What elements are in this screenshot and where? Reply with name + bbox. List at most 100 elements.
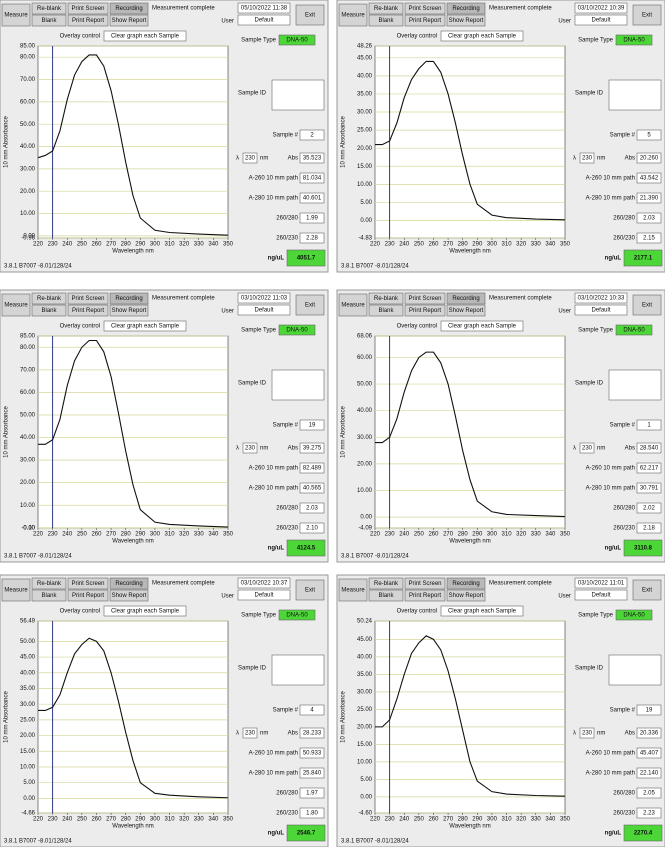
print-screen-button[interactable]: Print Screen — [71, 296, 104, 302]
overlay-dropdown[interactable]: Clear graph each Sample — [448, 609, 517, 615]
x-tick-label: 250 — [77, 242, 88, 248]
show-report-button[interactable]: Show Report — [112, 593, 147, 599]
lambda-value: 230 — [582, 156, 593, 162]
reblank-button[interactable]: Re-blank — [37, 6, 62, 12]
print-report-button[interactable]: Print Report — [72, 308, 104, 314]
x-tick-label: 310 — [165, 242, 176, 248]
measure-button[interactable]: Measure — [4, 13, 28, 19]
reblank-button[interactable]: Re-blank — [37, 581, 62, 587]
nm-label: nm — [597, 446, 605, 452]
blank-button[interactable]: Blank — [41, 18, 57, 24]
a280-value: 22.140 — [640, 771, 659, 777]
show-report-button[interactable]: Show Report — [449, 308, 484, 314]
lambda-label: λ — [236, 156, 239, 162]
overlay-label: Overlay control — [397, 34, 437, 40]
show-report-button[interactable]: Show Report — [449, 18, 484, 24]
show-report-button[interactable]: Show Report — [112, 18, 147, 24]
a260-label: A-260 10 mm path — [249, 176, 298, 182]
a280-value: 30.791 — [640, 486, 659, 492]
y-tick-label: 40.00 — [20, 144, 36, 150]
overlay-dropdown[interactable]: Clear graph each Sample — [111, 34, 180, 40]
y-tick-label: 45.00 — [357, 55, 373, 61]
x-tick-label: 280 — [121, 817, 132, 823]
blank-button[interactable]: Blank — [378, 593, 394, 599]
measure-button[interactable]: Measure — [341, 303, 365, 309]
measure-button[interactable]: Measure — [4, 588, 28, 594]
r230-label: 260/230 — [613, 526, 635, 532]
recording-button[interactable]: Recording — [452, 6, 479, 12]
x-tick-label: 340 — [208, 532, 219, 538]
lambda-label: λ — [573, 156, 576, 162]
x-tick-label: 270 — [443, 242, 454, 248]
show-report-button[interactable]: Show Report — [449, 593, 484, 599]
recording-button[interactable]: Recording — [452, 581, 479, 587]
measure-button[interactable]: Measure — [4, 303, 28, 309]
sample-type-label: Sample Type — [578, 328, 614, 334]
print-report-button[interactable]: Print Report — [72, 593, 104, 599]
r230-label: 260/230 — [276, 811, 298, 817]
reblank-button[interactable]: Re-blank — [37, 296, 62, 302]
x-tick-label: 250 — [414, 532, 425, 538]
sample-type[interactable]: DNA-50 — [623, 613, 645, 619]
panel: Measure Re-blank Blank Print Screen Print Re… — [337, 0, 665, 272]
sample-type[interactable]: DNA-50 — [286, 328, 308, 334]
blank-button[interactable]: Blank — [378, 308, 394, 314]
x-tick-label: 260 — [91, 242, 102, 248]
abs-label: Abs — [625, 446, 635, 452]
recording-button[interactable]: Recording — [115, 296, 142, 302]
recording-button[interactable]: Recording — [115, 6, 142, 12]
print-screen-button[interactable]: Print Screen — [408, 581, 441, 587]
measure-button[interactable]: Measure — [341, 588, 365, 594]
recording-button[interactable]: Recording — [452, 296, 479, 302]
date: 05/10/2022 11:38 — [241, 6, 288, 12]
overlay-dropdown[interactable]: Clear graph each Sample — [111, 609, 180, 615]
exit-button[interactable]: Exit — [642, 588, 652, 594]
overlay-dropdown[interactable]: Clear graph each Sample — [448, 324, 517, 330]
sample-no: 19 — [309, 423, 316, 429]
measure-button[interactable]: Measure — [341, 13, 365, 19]
overlay-dropdown[interactable]: Clear graph each Sample — [111, 324, 180, 330]
print-screen-button[interactable]: Print Screen — [71, 581, 104, 587]
print-report-button[interactable]: Print Report — [72, 18, 104, 24]
blank-button[interactable]: Blank — [378, 18, 394, 24]
x-tick-label: 290 — [135, 817, 146, 823]
y-tick-label: 80.00 — [20, 55, 36, 61]
print-screen-button[interactable]: Print Screen — [71, 6, 104, 12]
sample-type-label: Sample Type — [241, 38, 277, 44]
exit-button[interactable]: Exit — [305, 13, 315, 19]
y-tick-label: 30.00 — [357, 110, 373, 116]
x-tick-label: 290 — [472, 242, 483, 248]
reblank-button[interactable]: Re-blank — [374, 6, 399, 12]
reblank-button[interactable]: Re-blank — [374, 296, 399, 302]
a280-label: A-280 10 mm path — [249, 486, 298, 492]
recording-button[interactable]: Recording — [115, 581, 142, 587]
sample-id-label: Sample ID — [238, 381, 267, 387]
y-tick-label: 20.00 — [357, 146, 373, 152]
a280-label: A-280 10 mm path — [586, 771, 635, 777]
x-tick-label: 320 — [516, 532, 527, 538]
exit-button[interactable]: Exit — [305, 588, 315, 594]
print-report-button[interactable]: Print Report — [409, 593, 441, 599]
sample-type[interactable]: DNA-50 — [286, 38, 308, 44]
reblank-button[interactable]: Re-blank — [374, 581, 399, 587]
sample-type[interactable]: DNA-50 — [286, 613, 308, 619]
a280-label: A-280 10 mm path — [586, 486, 635, 492]
print-report-button[interactable]: Print Report — [409, 18, 441, 24]
print-screen-button[interactable]: Print Screen — [408, 6, 441, 12]
overlay-dropdown[interactable]: Clear graph each Sample — [448, 34, 517, 40]
exit-button[interactable]: Exit — [305, 303, 315, 309]
exit-button[interactable]: Exit — [642, 13, 652, 19]
show-report-button[interactable]: Show Report — [112, 308, 147, 314]
panel: Measure Re-blank Blank Print Screen Print Re… — [0, 0, 328, 272]
x-tick-label: 230 — [48, 532, 59, 538]
y-tick-label: 20.00 — [20, 189, 36, 195]
sample-type[interactable]: DNA-50 — [623, 38, 645, 44]
blank-button[interactable]: Blank — [41, 593, 57, 599]
print-screen-button[interactable]: Print Screen — [408, 296, 441, 302]
sample-type[interactable]: DNA-50 — [623, 328, 645, 334]
user-value: Default — [591, 308, 610, 314]
y-tick-label: 56.49 — [20, 619, 36, 625]
print-report-button[interactable]: Print Report — [409, 308, 441, 314]
blank-button[interactable]: Blank — [41, 308, 57, 314]
exit-button[interactable]: Exit — [642, 303, 652, 309]
